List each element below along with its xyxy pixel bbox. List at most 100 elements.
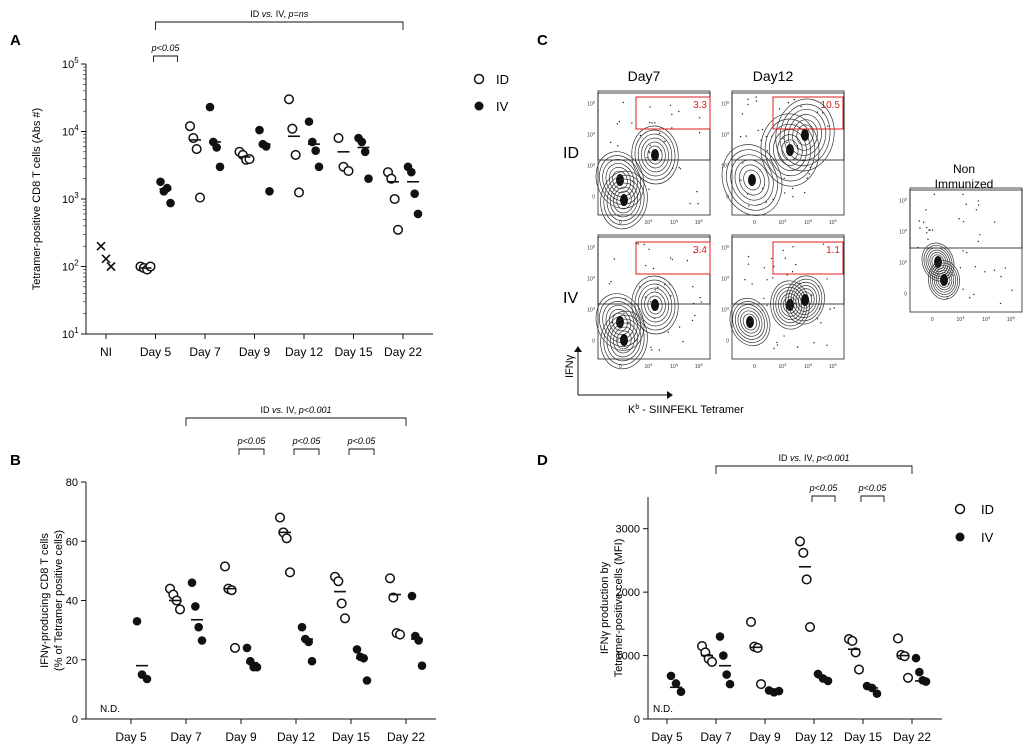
data-point-id [229,642,241,653]
event-dot [757,129,759,132]
overall-comparison-label: ID vs. IV, p<0.001 [778,453,849,463]
event-dot [631,122,633,124]
contour-line [600,310,648,370]
event-dot [679,168,682,170]
contour-line [721,144,783,216]
data-point-ni [106,261,116,272]
pairwise-p-value-label: p<0.05 [809,483,839,493]
flow-y-axis-label: IFNγ [564,354,576,378]
data-point-iv [407,591,417,601]
flow-y-tick-label: 104 [721,130,730,138]
event-dot [633,182,635,184]
event-dot [776,341,778,344]
event-dot [698,117,701,119]
contour-line [631,125,679,185]
contour-line [647,295,663,315]
data-point-ni [101,254,111,264]
flow-y-tick-label: 0 [726,338,729,344]
contour-line [783,108,827,162]
panel-letter-a: A [10,32,21,49]
event-dot [784,257,787,259]
data-point-id [293,187,305,198]
contour-line [734,159,770,201]
data-point-id [388,592,399,603]
event-dot [962,250,964,252]
flow-x-tick-label: 105 [1007,315,1016,323]
data-point-iv [719,651,728,660]
chart-b: 0 20 40 60 80 Day 5 Day 7 Day 9 Day 12 Day 15 Day … [39,405,436,744]
contour-line [931,254,945,270]
event-dot [648,248,650,250]
tetramer-ifn-gate [635,241,711,275]
x-tick-label: Day 22 [893,730,931,744]
data-point-id [333,132,344,144]
x-tick-label: Day 7 [700,730,732,744]
flow-x-tick-label: 103 [779,218,788,226]
flow-y-tick-label: 105 [587,99,596,107]
event-dot [786,274,789,276]
data-point-iv [215,162,225,172]
pairwise-comparison-bracket [153,55,178,62]
event-dot [651,349,653,351]
event-dot [931,229,934,231]
event-dot [999,302,1002,305]
event-dot [804,191,806,194]
data-point-iv [132,616,142,626]
data-point-id [284,567,296,578]
event-dot [747,263,750,265]
event-dot [686,259,689,262]
flow-y-tick-label: 104 [899,227,908,235]
contour-core [620,334,628,346]
data-point-iv [676,687,686,697]
flow-plot: 10.5 0 103 104 105 0 103 104 105 [721,90,845,226]
event-dot [791,270,794,273]
x-tick-label: Day 9 [239,345,271,359]
data-point-id [219,561,231,572]
event-dot [819,307,821,310]
contour-line [726,149,778,211]
event-dot [821,112,824,114]
contour-line [779,103,831,167]
data-point-id [188,132,199,144]
flow-y-tick-label: 0 [592,194,595,200]
data-point-id [801,574,812,585]
data-point-id [902,672,914,683]
contour-core [748,174,756,186]
data-point-iv [352,645,362,654]
panel-letter-c: C [537,32,548,49]
event-dot [747,255,750,258]
pairwise-p-value-label: p<0.05 [347,436,377,446]
event-dot [933,193,936,196]
data-point-id [804,621,816,633]
y-tick-label: 60 [66,536,78,548]
x-tick-label: Day 9 [749,730,781,744]
x-tick-label: Day 12 [795,730,833,744]
event-dot [652,267,655,270]
event-dot [760,139,762,141]
event-dot [816,318,819,320]
data-point-id [745,616,757,628]
contour-core [801,129,809,141]
flow-x-tick-label: 0 [619,364,622,370]
contour-core [651,299,659,311]
contour-line [738,164,766,196]
x-tick-label: Day 22 [387,730,425,744]
contour-line [634,129,676,181]
event-dot [766,150,769,152]
contour-line [790,281,820,319]
event-dot [658,132,661,135]
gate-percentage: 10.5 [821,100,841,111]
event-dot [772,198,774,201]
data-point-id [339,613,351,624]
data-point-id [384,573,396,584]
contour-line [927,249,949,275]
chart-a: 101 102 103 104 105 NI Day 5 Day 7 Day 9 Day 12 Da… [31,9,433,359]
x-tick-label: Day 15 [844,730,882,744]
event-dot [671,127,673,129]
contour-core [801,294,809,306]
event-dot [653,157,655,160]
data-point-iv [156,177,165,187]
contour-line [929,252,947,272]
flow-x-tick-label: 105 [829,218,838,226]
event-dot [667,331,669,333]
